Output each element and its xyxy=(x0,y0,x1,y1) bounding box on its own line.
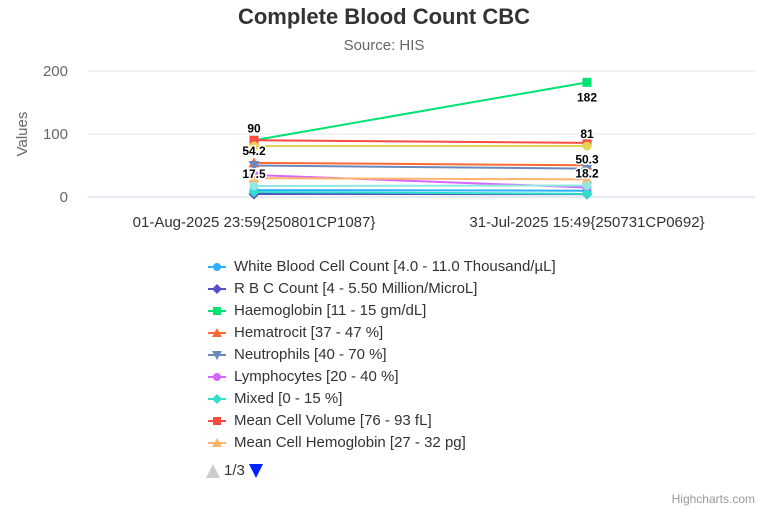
series-line xyxy=(253,177,588,181)
legend-item-label: Mean Cell Hemoglobin [27 - 32 pg] xyxy=(234,434,466,451)
legend-item-label: Mean Cell Volume [76 - 93 fL] xyxy=(234,412,432,429)
x-tick-label: 01-Aug-2025 23:59{250801CP1087} xyxy=(133,214,376,231)
data-labels: 90 182 54.2 50.3 17.5 18.2 81 xyxy=(241,89,601,183)
data-label: 50.3 xyxy=(575,152,599,166)
series-line xyxy=(253,190,588,195)
legend-item[interactable]: Mean Cell Volume [76 - 93 fL] xyxy=(206,410,556,432)
legend-item-label: Mixed [0 - 15 %] xyxy=(234,390,343,407)
data-point xyxy=(248,172,260,183)
legend-item-label: Neutrophils [40 - 70 %] xyxy=(234,346,387,363)
legend-marker xyxy=(212,394,222,404)
series-5 xyxy=(249,170,592,193)
x-tick-label: 31-Jul-2025 15:49{250731CP0692} xyxy=(469,214,704,231)
data-point xyxy=(581,164,593,175)
chart-subtitle: Source: HIS xyxy=(343,37,425,54)
data-point xyxy=(582,141,592,151)
chart-legend: White Blood Cell Count [4.0 - 11.0 Thous… xyxy=(206,256,556,454)
data-point xyxy=(582,77,592,87)
series-line xyxy=(253,139,588,144)
legend-item[interactable]: Mixed [0 - 15 %] xyxy=(206,388,556,410)
legend-marker xyxy=(212,284,222,294)
legend-marker xyxy=(213,417,221,425)
legend-item[interactable]: Neutrophils [40 - 70 %] xyxy=(206,344,556,366)
data-point xyxy=(581,173,593,184)
legend-marker-icon xyxy=(212,351,222,360)
x-axis: 01-Aug-2025 23:59{250801CP1087} 31-Jul-20… xyxy=(133,214,705,231)
series-2 xyxy=(249,77,592,145)
chart-title: Complete Blood Count CBC xyxy=(237,4,531,29)
triangle-down-icon[interactable] xyxy=(248,463,263,478)
legend-navigation: 1/3 xyxy=(206,462,263,479)
legend-item-label: White Blood Cell Count [4.0 - 11.0 Thous… xyxy=(234,258,556,275)
data-point xyxy=(249,181,259,191)
series-line xyxy=(253,164,588,170)
legend-marker-icon xyxy=(212,328,222,337)
legend-marker-icon xyxy=(213,263,221,271)
legend-marker-icon xyxy=(213,373,221,381)
legend-marker-icon xyxy=(213,417,221,425)
credits-link[interactable]: Highcharts.com xyxy=(671,492,755,506)
series-9 xyxy=(249,181,592,191)
legend-marker-icon xyxy=(212,284,222,294)
legend-marker xyxy=(213,307,221,315)
series-group xyxy=(248,77,593,200)
legend-item-label: R B C Count [4 - 5.50 Million/MicroL] xyxy=(234,280,478,297)
legend-item[interactable]: Hematrocit [37 - 47 %] xyxy=(206,322,556,344)
data-label: 18.2 xyxy=(575,167,599,181)
y-axis: 0 100 200 Values xyxy=(14,63,68,206)
data-point xyxy=(249,141,259,151)
data-point xyxy=(248,161,260,171)
legend-marker-icon xyxy=(212,394,222,404)
data-point xyxy=(249,135,259,145)
legend-item[interactable]: Mean Cell Hemoglobin [27 - 32 pg] xyxy=(206,432,556,454)
y-axis-title: Values xyxy=(14,112,31,157)
legend-item[interactable]: White Blood Cell Count [4.0 - 11.0 Thous… xyxy=(206,256,556,278)
legend-item-label: Lymphocytes [20 - 40 %] xyxy=(234,368,399,385)
y-tick-label: 0 xyxy=(60,189,68,206)
data-label: 90 xyxy=(247,121,261,135)
legend-marker xyxy=(212,328,222,337)
legend-item[interactable]: Haemoglobin [11 - 15 gm/dL] xyxy=(206,300,556,322)
legend-marker-icon xyxy=(212,438,222,447)
triangle-up-icon[interactable] xyxy=(206,463,220,478)
data-point xyxy=(581,188,593,200)
legend-item[interactable]: Lymphocytes [20 - 40 %] xyxy=(206,366,556,388)
series-line xyxy=(253,161,588,167)
data-label: 17.5 xyxy=(242,167,266,181)
legend-item[interactable]: R B C Count [4 - 5.50 Million/MicroL] xyxy=(206,278,556,300)
chart-grid xyxy=(88,70,755,198)
data-label: 81 xyxy=(580,127,594,141)
series-line xyxy=(253,189,588,192)
y-tick-label: 200 xyxy=(43,63,68,80)
legend-item-label: Haemoglobin [11 - 15 gm/dL] xyxy=(234,302,427,319)
data-label: 182 xyxy=(577,90,597,104)
legend-item-label: Hematrocit [37 - 47 %] xyxy=(234,324,384,341)
legend-page-indicator: 1/3 xyxy=(224,462,245,479)
legend-marker xyxy=(213,373,221,381)
legend-marker xyxy=(213,263,221,271)
series-10 xyxy=(249,141,592,151)
data-point xyxy=(582,181,592,191)
series-8 xyxy=(248,172,593,184)
legend-marker-icon xyxy=(213,307,221,315)
series-4 xyxy=(248,161,593,175)
line-chart: 0 100 200 Values 01-Aug-2025 23:59{250801CP… xyxy=(14,63,755,231)
legend-marker xyxy=(212,438,222,447)
data-label: 54.2 xyxy=(242,144,266,158)
y-tick-label: 100 xyxy=(43,126,68,143)
legend-marker xyxy=(212,351,222,360)
series-line xyxy=(253,81,588,142)
